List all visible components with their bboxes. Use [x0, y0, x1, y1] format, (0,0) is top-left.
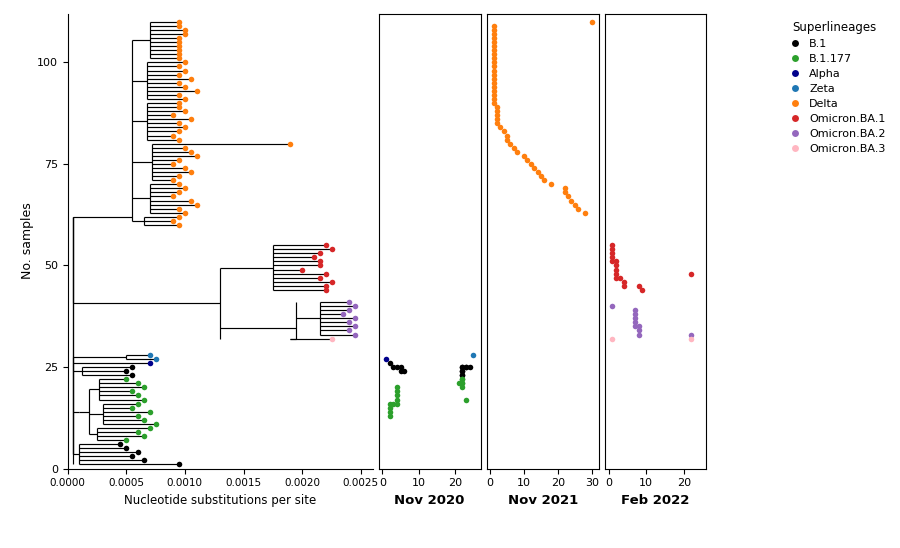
X-axis label: Nov 2021: Nov 2021 — [508, 494, 578, 507]
Y-axis label: No. samples: No. samples — [21, 203, 34, 279]
X-axis label: Feb 2022: Feb 2022 — [622, 494, 689, 507]
X-axis label: Nucleotide substitutions per site: Nucleotide substitutions per site — [124, 494, 316, 507]
Legend: B.1, B.1.177, Alpha, Zeta, Delta, Omicron.BA.1, Omicron.BA.2, Omicron.BA.3: B.1, B.1.177, Alpha, Zeta, Delta, Omicro… — [779, 16, 890, 158]
X-axis label: Nov 2020: Nov 2020 — [394, 494, 465, 507]
